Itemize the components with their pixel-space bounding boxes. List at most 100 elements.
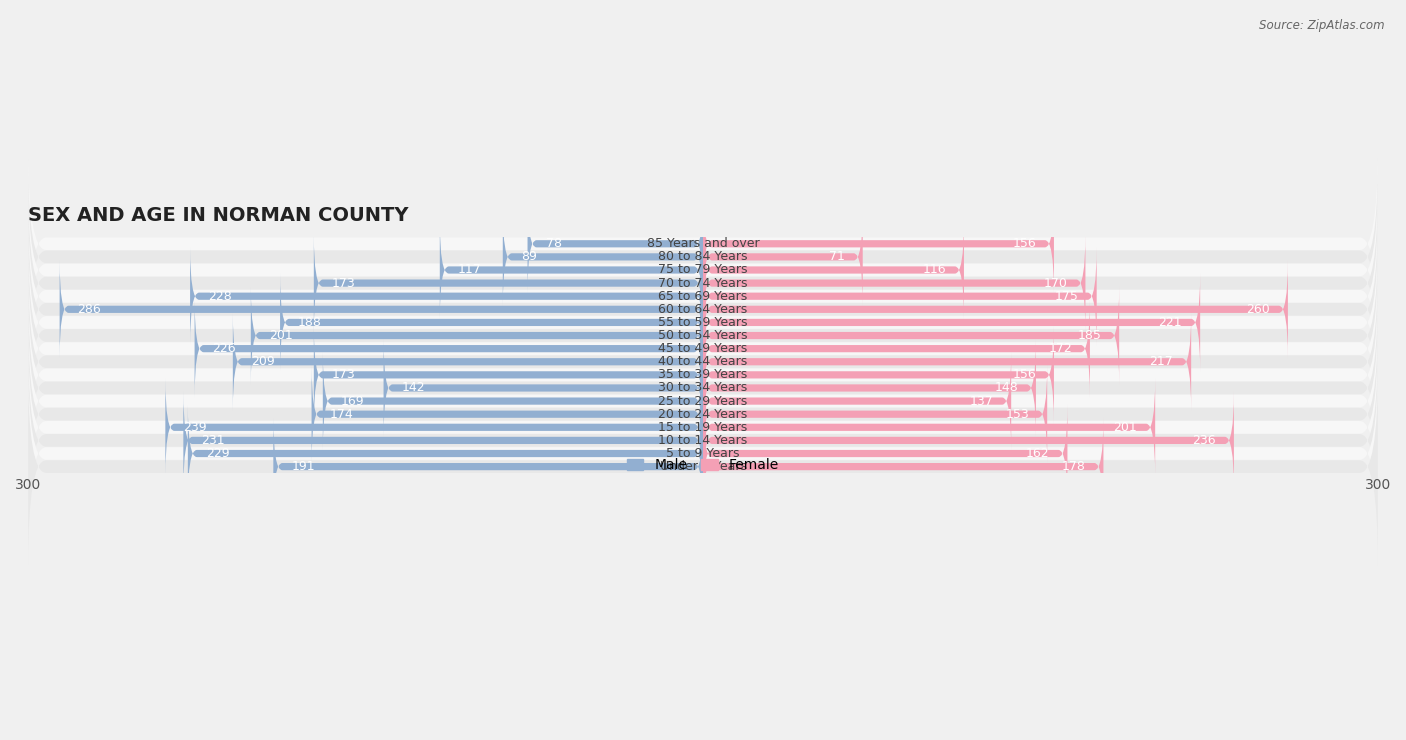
FancyBboxPatch shape xyxy=(703,235,1085,332)
Text: 78: 78 xyxy=(546,238,561,250)
FancyBboxPatch shape xyxy=(703,339,1036,437)
FancyBboxPatch shape xyxy=(503,208,703,306)
FancyBboxPatch shape xyxy=(440,221,703,319)
FancyBboxPatch shape xyxy=(703,313,1191,411)
Text: 70 to 74 Years: 70 to 74 Years xyxy=(658,277,748,289)
Text: 65 to 69 Years: 65 to 69 Years xyxy=(658,290,748,303)
Text: 170: 170 xyxy=(1043,277,1067,289)
FancyBboxPatch shape xyxy=(280,274,703,371)
Text: 221: 221 xyxy=(1159,316,1182,329)
FancyBboxPatch shape xyxy=(703,378,1156,476)
Text: 209: 209 xyxy=(250,355,274,369)
FancyBboxPatch shape xyxy=(703,352,1011,450)
Text: Source: ZipAtlas.com: Source: ZipAtlas.com xyxy=(1260,18,1385,32)
FancyBboxPatch shape xyxy=(703,221,965,319)
FancyBboxPatch shape xyxy=(703,260,1288,358)
FancyBboxPatch shape xyxy=(183,391,703,489)
FancyBboxPatch shape xyxy=(194,300,703,397)
Text: 30 to 34 Years: 30 to 34 Years xyxy=(658,382,748,394)
FancyBboxPatch shape xyxy=(314,235,703,332)
FancyBboxPatch shape xyxy=(28,211,1378,408)
FancyBboxPatch shape xyxy=(28,158,1378,355)
Text: 89: 89 xyxy=(520,250,537,263)
Text: 142: 142 xyxy=(402,382,425,394)
FancyBboxPatch shape xyxy=(28,316,1378,513)
Text: 116: 116 xyxy=(922,263,946,277)
Text: 173: 173 xyxy=(332,277,356,289)
Text: 40 to 44 Years: 40 to 44 Years xyxy=(658,355,748,369)
Text: 172: 172 xyxy=(1049,342,1071,355)
FancyBboxPatch shape xyxy=(703,405,1067,502)
FancyBboxPatch shape xyxy=(233,313,703,411)
Text: 15 to 19 Years: 15 to 19 Years xyxy=(658,421,748,434)
FancyBboxPatch shape xyxy=(28,329,1378,526)
FancyBboxPatch shape xyxy=(703,366,1047,463)
FancyBboxPatch shape xyxy=(28,303,1378,500)
Text: 60 to 64 Years: 60 to 64 Years xyxy=(658,303,748,316)
Text: 20 to 24 Years: 20 to 24 Years xyxy=(658,408,748,420)
Text: 228: 228 xyxy=(208,290,232,303)
Text: 5 to 9 Years: 5 to 9 Years xyxy=(666,447,740,460)
FancyBboxPatch shape xyxy=(250,286,703,384)
Text: 188: 188 xyxy=(298,316,322,329)
FancyBboxPatch shape xyxy=(384,339,703,437)
FancyBboxPatch shape xyxy=(703,195,1054,292)
FancyBboxPatch shape xyxy=(28,172,1378,369)
Text: SEX AND AGE IN NORMAN COUNTY: SEX AND AGE IN NORMAN COUNTY xyxy=(28,206,409,224)
FancyBboxPatch shape xyxy=(703,208,863,306)
Text: 80 to 84 Years: 80 to 84 Years xyxy=(658,250,748,263)
Text: 117: 117 xyxy=(458,263,481,277)
Text: 85 Years and over: 85 Years and over xyxy=(647,238,759,250)
Text: 25 to 29 Years: 25 to 29 Years xyxy=(658,394,748,408)
Text: Under 5 Years: Under 5 Years xyxy=(659,460,747,473)
FancyBboxPatch shape xyxy=(703,326,1054,424)
FancyBboxPatch shape xyxy=(314,326,703,424)
FancyBboxPatch shape xyxy=(312,366,703,463)
FancyBboxPatch shape xyxy=(703,391,1234,489)
Text: 137: 137 xyxy=(970,394,993,408)
Text: 239: 239 xyxy=(183,421,207,434)
Text: 156: 156 xyxy=(1012,369,1036,381)
Text: 236: 236 xyxy=(1192,434,1216,447)
FancyBboxPatch shape xyxy=(703,286,1119,384)
Text: 229: 229 xyxy=(205,447,229,460)
FancyBboxPatch shape xyxy=(323,352,703,450)
FancyBboxPatch shape xyxy=(28,198,1378,394)
Text: 153: 153 xyxy=(1005,408,1029,420)
Text: 217: 217 xyxy=(1150,355,1173,369)
Text: 162: 162 xyxy=(1026,447,1049,460)
Text: 169: 169 xyxy=(340,394,364,408)
Text: 50 to 54 Years: 50 to 54 Years xyxy=(658,329,748,342)
Text: 35 to 39 Years: 35 to 39 Years xyxy=(658,369,748,381)
Text: 45 to 49 Years: 45 to 49 Years xyxy=(658,342,748,355)
Text: 185: 185 xyxy=(1077,329,1101,342)
Text: 10 to 14 Years: 10 to 14 Years xyxy=(658,434,748,447)
Text: 178: 178 xyxy=(1062,460,1085,473)
FancyBboxPatch shape xyxy=(28,355,1378,552)
FancyBboxPatch shape xyxy=(28,145,1378,343)
Legend: Male, Female: Male, Female xyxy=(621,453,785,478)
FancyBboxPatch shape xyxy=(28,250,1378,447)
Text: 191: 191 xyxy=(291,460,315,473)
Text: 286: 286 xyxy=(77,303,101,316)
FancyBboxPatch shape xyxy=(190,247,703,345)
Text: 148: 148 xyxy=(994,382,1018,394)
FancyBboxPatch shape xyxy=(28,184,1378,382)
FancyBboxPatch shape xyxy=(527,195,703,292)
FancyBboxPatch shape xyxy=(166,378,703,476)
Text: 201: 201 xyxy=(1114,421,1137,434)
Text: 231: 231 xyxy=(201,434,225,447)
Text: 156: 156 xyxy=(1012,238,1036,250)
FancyBboxPatch shape xyxy=(28,368,1378,565)
Text: 226: 226 xyxy=(212,342,236,355)
Text: 173: 173 xyxy=(332,369,356,381)
FancyBboxPatch shape xyxy=(28,263,1378,460)
FancyBboxPatch shape xyxy=(59,260,703,358)
Text: 75 to 79 Years: 75 to 79 Years xyxy=(658,263,748,277)
FancyBboxPatch shape xyxy=(28,224,1378,421)
Text: 175: 175 xyxy=(1054,290,1078,303)
Text: 201: 201 xyxy=(269,329,292,342)
FancyBboxPatch shape xyxy=(28,342,1378,539)
FancyBboxPatch shape xyxy=(703,274,1201,371)
FancyBboxPatch shape xyxy=(273,418,703,516)
